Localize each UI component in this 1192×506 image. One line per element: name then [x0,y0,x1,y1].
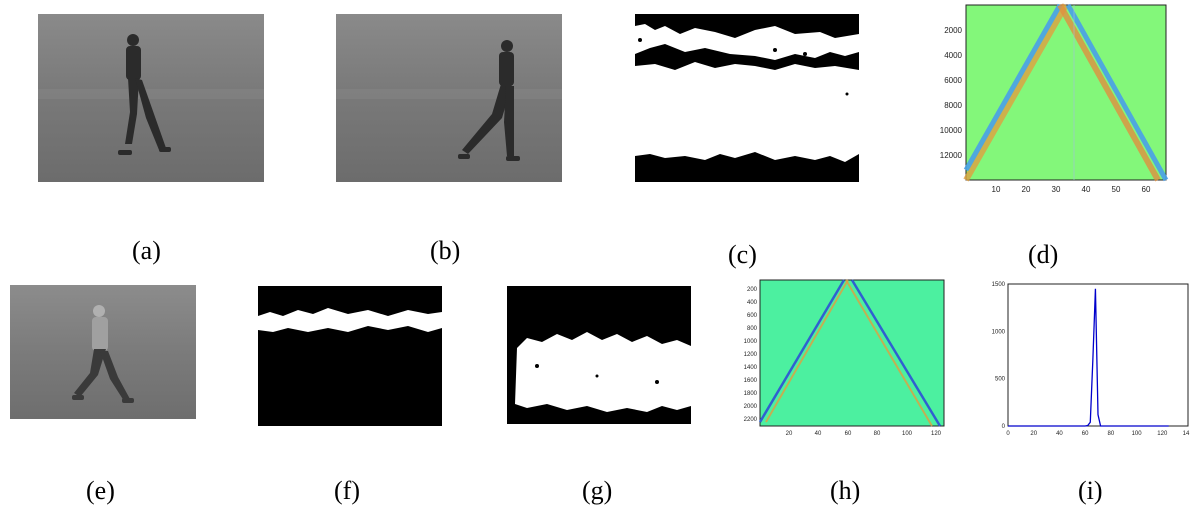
d-y-tick: 6000 [944,76,962,85]
binary-mask-c [635,14,859,182]
series-line [1008,288,1169,427]
d-y-tick: 4000 [944,51,962,60]
d-x-tick: 40 [1082,185,1091,194]
caption-b: (b) [430,236,461,265]
h-y-tick: 2200 [744,417,758,423]
caption-d: (d) [1028,240,1059,269]
d-x-tick: 60 [1142,185,1151,194]
caption-a: (a) [132,236,161,265]
d-x-tick: 20 [1022,185,1031,194]
d-y-tick: 10000 [940,126,963,135]
h-x-tick: 120 [931,431,942,437]
photo-walker-e [10,285,196,419]
h-y-tick: 1400 [744,365,758,371]
photo-walker-b [336,14,562,182]
d-y-tick: 12000 [940,151,963,160]
h-y-tick: 1800 [744,391,758,397]
h-x-tick: 40 [815,431,822,437]
x-tick-label: 14 [1183,431,1190,436]
caption-f: (f) [334,476,360,505]
h-x-tick: 20 [786,431,793,437]
photo-walker-a [38,14,264,182]
x-tick-label: 120 [1157,431,1168,436]
y-tick-label: 1000 [992,329,1006,335]
h-y-tick: 400 [747,300,758,306]
h-y-tick: 1200 [744,352,758,358]
binary-mask-f [258,286,442,426]
caption-c: (c) [728,240,757,269]
h-x-tick: 100 [902,431,913,437]
h-x-tick: 60 [845,431,852,437]
caption-i: (i) [1078,476,1103,505]
x-tick-label: 60 [1082,431,1089,436]
x-tick-label: 20 [1030,431,1037,436]
y-tick-label: 500 [995,377,1006,383]
caption-h: (h) [830,476,861,505]
y-tick-label: 1500 [992,282,1006,288]
h-y-tick: 1600 [744,378,758,384]
h-y-tick: 800 [747,326,758,332]
h-y-tick: 2000 [744,404,758,410]
d-y-tick: 8000 [944,101,962,110]
h-x-tick: 80 [874,431,881,437]
y-tick-label: 0 [1002,424,1006,430]
caption-e: (e) [86,476,115,505]
d-y-tick: 2000 [944,26,962,35]
d-x-tick: 10 [992,185,1001,194]
h-y-tick: 1000 [744,339,758,345]
caption-g: (g) [582,476,613,505]
trajectory-map-d: 2000 4000 6000 8000 10000 12000 10 20 30… [918,0,1178,210]
d-x-tick: 30 [1052,185,1061,194]
line-plot-i: 0 500 1000 1500 0 20 40 60 80 100 120 14 [968,276,1192,437]
x-tick-label: 40 [1056,431,1063,436]
x-tick-label: 100 [1132,431,1143,436]
h-y-tick: 200 [747,287,758,293]
x-tick-label: 0 [1006,431,1010,436]
h-y-tick: 600 [747,313,758,319]
binary-mask-g [507,286,691,424]
x-tick-label: 80 [1108,431,1115,436]
d-x-tick: 50 [1112,185,1121,194]
trajectory-map-h: 200 400 600 800 1000 1200 1400 1600 1800… [700,276,950,444]
